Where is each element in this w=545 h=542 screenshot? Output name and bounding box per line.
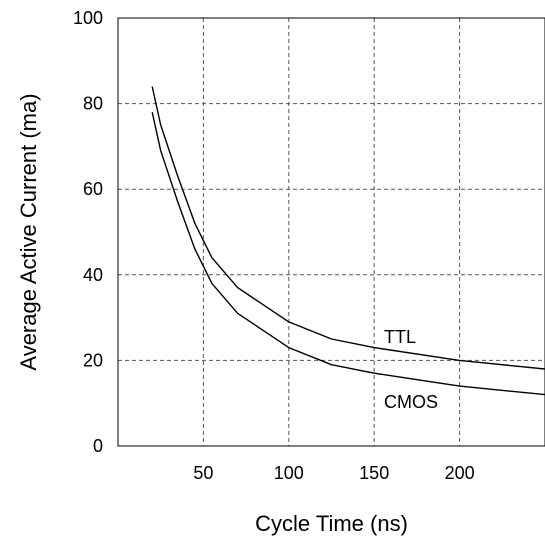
series-group — [151, 86, 545, 396]
y-tick-label: 100 — [73, 8, 103, 28]
x-tick-label: 50 — [193, 463, 213, 483]
series-line-cmos — [151, 112, 545, 396]
plot-frame — [117, 17, 545, 447]
x-tick-label: 150 — [359, 463, 389, 483]
x-tick-label: 100 — [274, 463, 304, 483]
series-line-ttl — [151, 86, 545, 370]
x-axis-label: Cycle Time (ns) — [255, 511, 408, 536]
tick-labels: 50 100 150 200 0 20 40 60 80 100 — [73, 8, 475, 483]
y-tick-label: 60 — [83, 179, 103, 199]
x-tick-label: 200 — [445, 463, 475, 483]
y-tick-label: 40 — [83, 265, 103, 285]
y-tick-label: 20 — [83, 350, 103, 370]
series-label-cmos: CMOS — [384, 392, 438, 412]
y-axis-label: Average Active Current (ma) — [16, 93, 41, 370]
series-label-ttl: TTL — [384, 327, 416, 347]
y-tick-label: 0 — [93, 436, 103, 456]
y-tick-label: 80 — [83, 94, 103, 114]
grid-lines — [118, 18, 545, 446]
